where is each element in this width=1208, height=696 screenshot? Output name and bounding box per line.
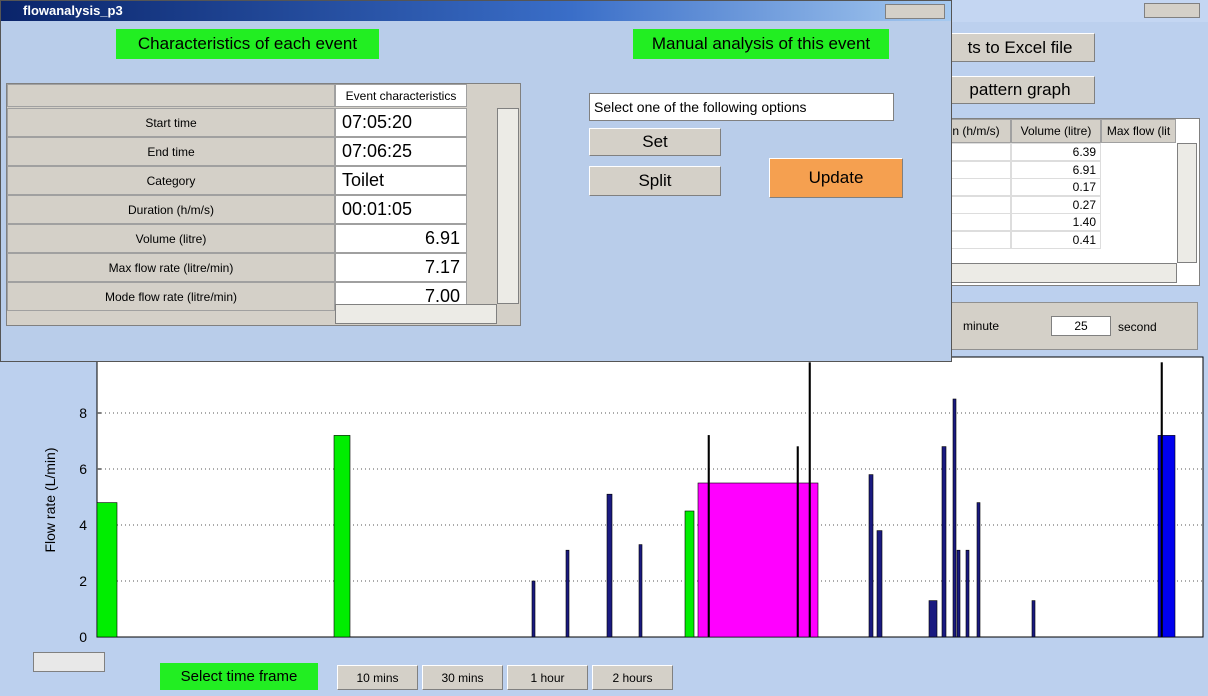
- cell-volume: 0.27: [1011, 195, 1101, 214]
- column-header: Event characteristics: [335, 84, 467, 107]
- row-value: 07:06:25: [335, 137, 467, 166]
- row-label: End time: [7, 137, 335, 166]
- window-controls[interactable]: [885, 4, 945, 19]
- column-header: Max flow (lit: [1101, 119, 1176, 143]
- left-heading: Characteristics of each event: [116, 29, 379, 59]
- column-header: Volume (litre): [1011, 119, 1101, 143]
- flow-bar: [796, 446, 799, 638]
- row-value: 6.91: [335, 224, 467, 253]
- flow-bar: [638, 544, 643, 638]
- horizontal-scrollbar[interactable]: [335, 304, 497, 324]
- flow-bar: [697, 482, 819, 638]
- time-frame-button[interactable]: 10 mins: [337, 665, 418, 690]
- event-table: Event characteristics Start time 07:05:20 E…: [6, 83, 521, 326]
- flow-bar: [1160, 362, 1163, 638]
- window-title: flowanalysis_p3: [23, 3, 123, 18]
- y-tick-label: 2: [79, 573, 87, 589]
- dropdown[interactable]: Select one of the following options: [589, 93, 894, 121]
- cell-volume: 6.91: [1011, 160, 1101, 179]
- flow-bar: [956, 549, 961, 638]
- flow-bar: [928, 600, 938, 638]
- time-frame-button[interactable]: 2 hours: [592, 665, 673, 690]
- flow-bar: [1157, 435, 1176, 638]
- cell-volume: 0.17: [1011, 178, 1101, 196]
- back-title-bar: [950, 0, 1208, 22]
- flow-bar: [684, 510, 695, 638]
- set-button[interactable]: Set: [589, 128, 721, 156]
- y-tick-label: 8: [79, 405, 87, 421]
- update-button[interactable]: Update: [769, 158, 903, 198]
- second-label: second: [1118, 320, 1157, 334]
- y-axis-label: Flow rate (L/min): [42, 447, 58, 552]
- flow-bar: [707, 435, 710, 638]
- row-label: Mode flow rate (litre/min): [7, 282, 335, 311]
- scrollbar[interactable]: [33, 652, 105, 672]
- column-header: n (h/m/s): [941, 119, 1011, 143]
- y-tick-label: 4: [79, 517, 87, 533]
- results-table: n (h/m/s)Volume (litre)Max flow (lit06.3…: [940, 118, 1200, 286]
- time-frame-button[interactable]: 30 mins: [422, 665, 503, 690]
- plot-area: [96, 356, 1204, 638]
- flow-bar: [868, 474, 874, 638]
- time-frame-button[interactable]: 1 hour: [507, 665, 588, 690]
- vertical-scrollbar[interactable]: [497, 108, 519, 304]
- flow-bar: [976, 502, 981, 638]
- row-label: Volume (litre): [7, 224, 335, 253]
- pattern-button[interactable]: pattern graph: [945, 76, 1095, 104]
- flow-bar: [952, 398, 957, 638]
- row-label: Category: [7, 166, 335, 195]
- vertical-scrollbar[interactable]: [1177, 143, 1197, 263]
- title-bar: flowanalysis_p3: [1, 1, 951, 21]
- flow-bar: [941, 446, 947, 638]
- row-label: Max flow rate (litre/min): [7, 253, 335, 282]
- cell-volume: 0.41: [1011, 230, 1101, 249]
- flow-bar: [1031, 600, 1036, 638]
- flow-bar: [876, 530, 883, 638]
- horizontal-scrollbar[interactable]: [941, 263, 1177, 283]
- cell-volume: 1.40: [1011, 213, 1101, 231]
- flow-bar: [965, 549, 970, 638]
- y-tick-label: 0: [79, 629, 87, 645]
- flow-bar: [333, 435, 351, 638]
- flow-bar: [808, 362, 811, 638]
- cell-volume: 6.39: [1011, 143, 1101, 161]
- excel-button[interactable]: ts to Excel file: [945, 33, 1095, 62]
- row-label: Duration (h/m/s): [7, 195, 335, 224]
- second-input[interactable]: 25: [1051, 316, 1111, 336]
- window-controls[interactable]: [1144, 3, 1200, 18]
- row-label: Start time: [7, 108, 335, 137]
- row-value: 7.17: [335, 253, 467, 282]
- row-value: 00:01:05: [335, 195, 467, 224]
- front-window: flowanalysis_p3 Characteristics of each …: [0, 0, 952, 362]
- table-header: [7, 84, 335, 107]
- y-tick-label: 6: [79, 461, 87, 477]
- right-heading: Manual analysis of this event: [633, 29, 889, 59]
- flow-bar: [565, 549, 570, 638]
- flow-bar: [531, 580, 536, 638]
- flow-bar: [96, 502, 118, 638]
- row-value: Toilet: [335, 166, 467, 195]
- row-value: 07:05:20: [335, 108, 467, 137]
- split-button[interactable]: Split: [589, 166, 721, 196]
- time-panel: minute 25 second: [940, 302, 1198, 350]
- minute-label: minute: [963, 319, 1000, 333]
- time-frame-label: Select time frame: [160, 663, 318, 690]
- flow-bar: [606, 493, 613, 638]
